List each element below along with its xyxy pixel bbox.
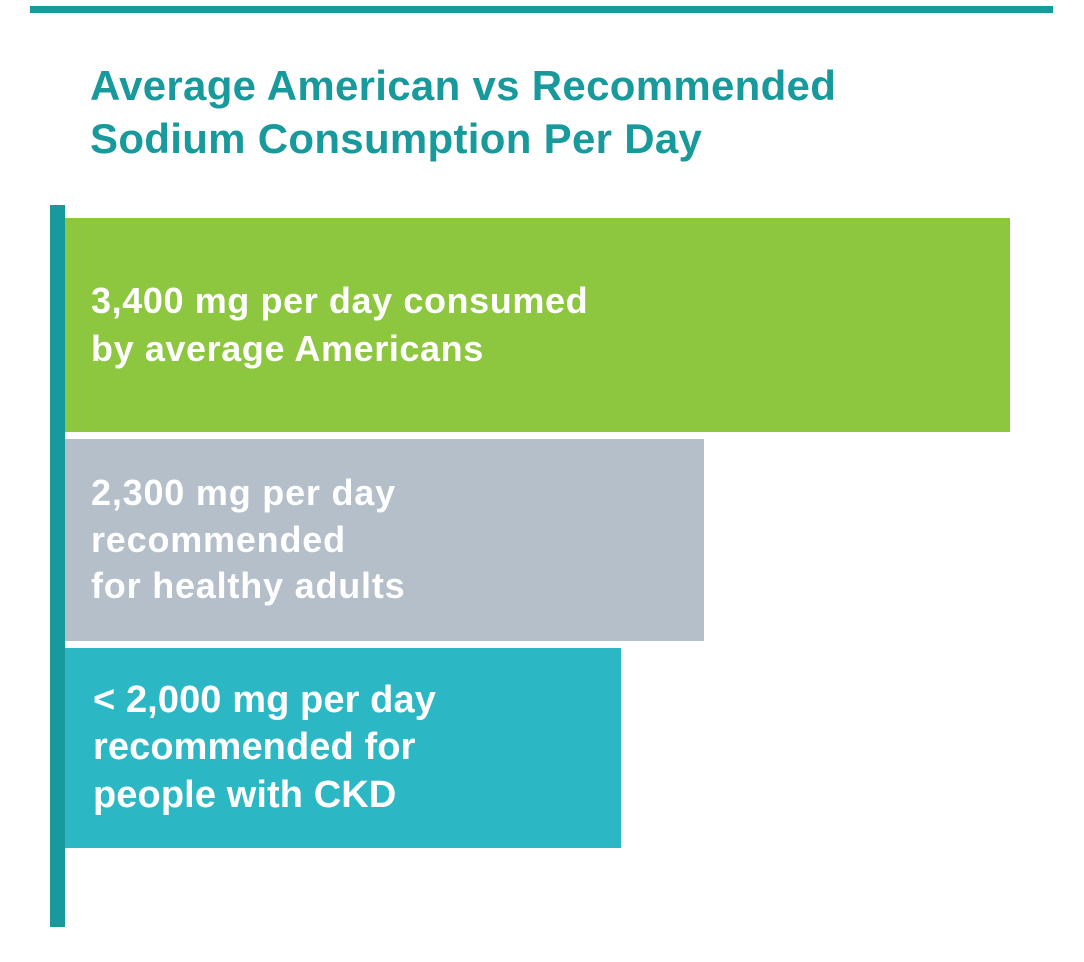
bar-label-ckd: < 2,000 mg per day recommended for peopl…	[93, 678, 436, 816]
chart-title-line-1: Average American vs Recommended	[90, 62, 837, 109]
bar-label-healthy-adults: 2,300 mg per day recommended for healthy…	[91, 471, 406, 607]
bars-container: 3,400 mg per day consumed by average Ame…	[65, 218, 1010, 848]
bar-label-average-american: 3,400 mg per day consumed by average Ame…	[91, 280, 589, 369]
bar-recommended-ckd: < 2,000 mg per day recommended for peopl…	[65, 648, 621, 848]
chart-title: Average American vs Recommended Sodium Co…	[90, 60, 836, 166]
chart-title-line-2: Sodium Consumption Per Day	[90, 114, 703, 162]
top-accent-line	[30, 6, 1053, 13]
y-axis-line	[50, 205, 65, 927]
bar-recommended-healthy-adults: 2,300 mg per day recommended for healthy…	[65, 439, 705, 641]
bar-average-american-consumption: 3,400 mg per day consumed by average Ame…	[65, 218, 1010, 432]
